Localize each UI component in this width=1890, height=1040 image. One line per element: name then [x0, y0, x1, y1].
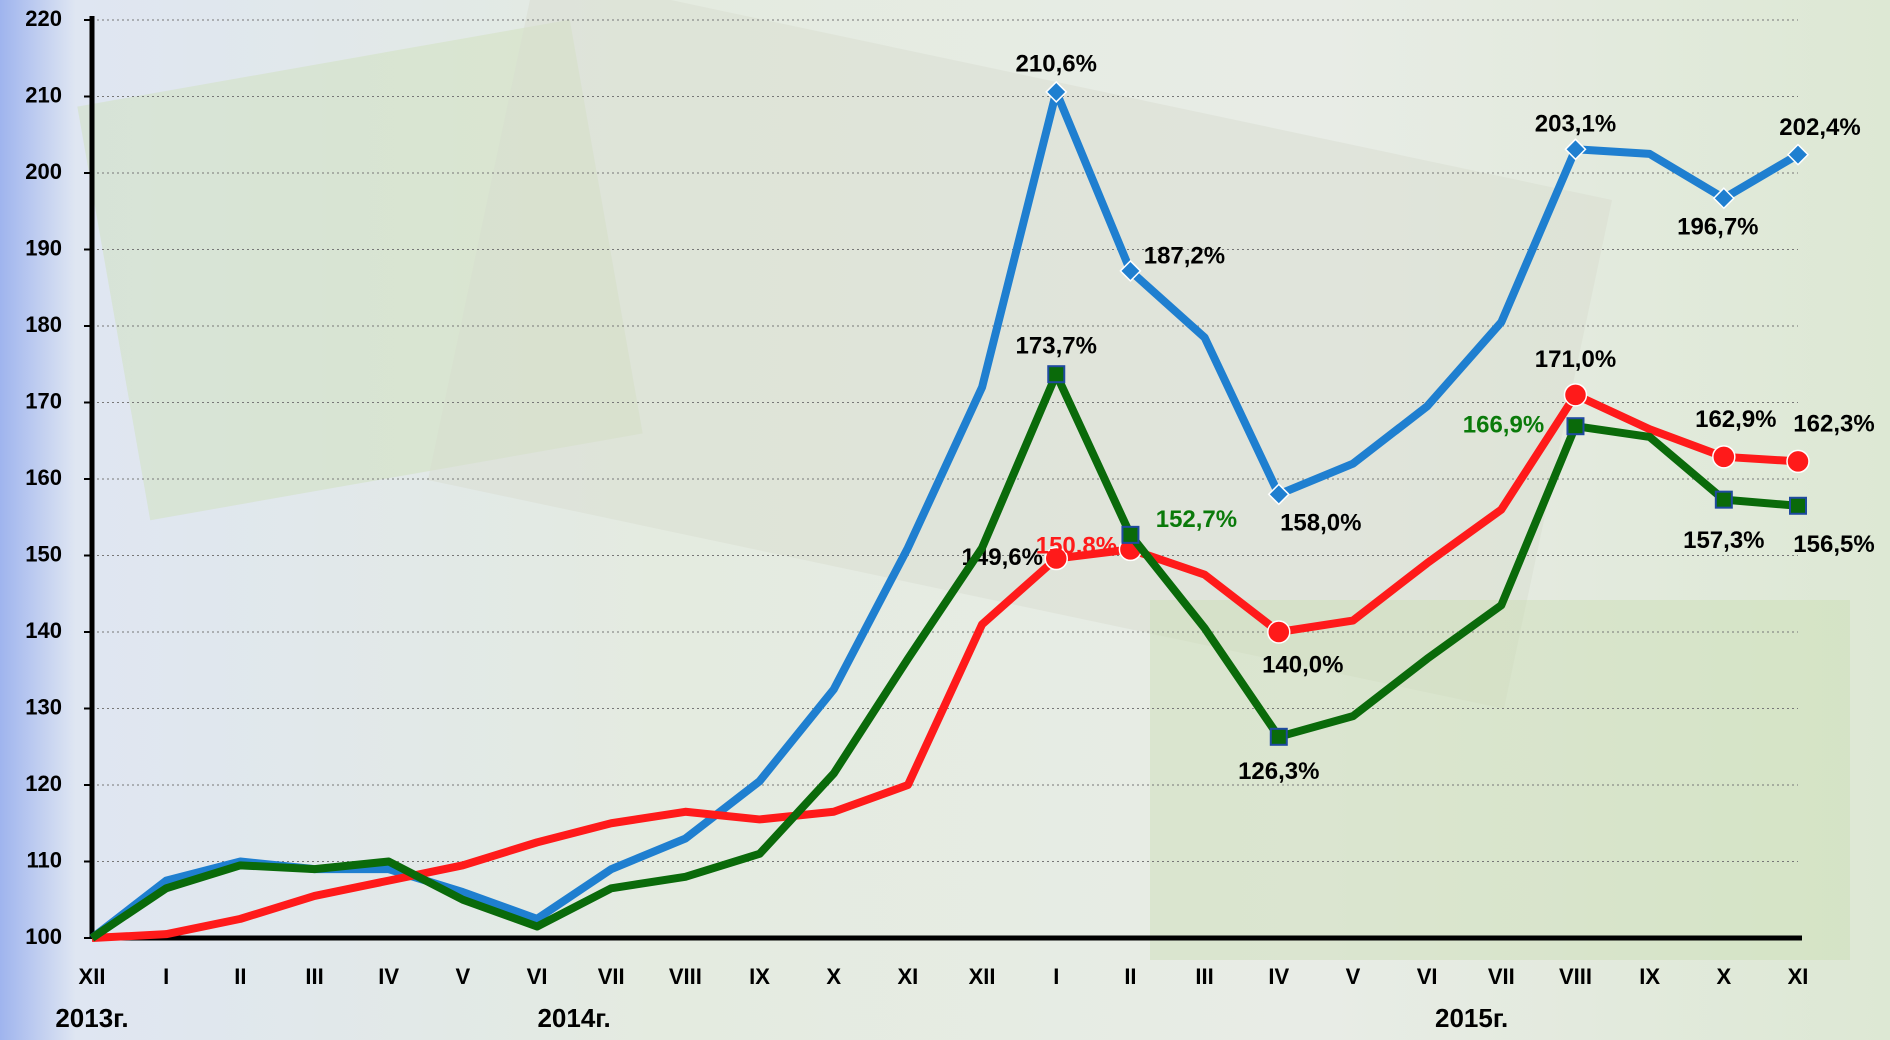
data-label: 126,3% — [1238, 758, 1319, 785]
marker — [1790, 498, 1806, 514]
x-tick-label: XI — [1788, 964, 1809, 989]
marker — [1271, 729, 1287, 745]
data-label: 196,7% — [1677, 214, 1758, 241]
y-tick-label: 180 — [25, 312, 62, 337]
marker — [1564, 384, 1586, 406]
y-tick-label: 150 — [25, 541, 62, 566]
x-tick-label: IV — [1268, 964, 1289, 989]
x-tick-label: III — [305, 964, 323, 989]
y-tick-label: 110 — [27, 847, 63, 872]
x-tick-label: II — [234, 964, 246, 989]
x-tick-label: IX — [749, 964, 770, 989]
marker — [1713, 446, 1735, 468]
data-label: 173,7% — [1016, 333, 1097, 360]
data-label: 156,5% — [1793, 531, 1874, 558]
x-tick-label: VI — [527, 964, 548, 989]
marker — [1716, 492, 1732, 508]
y-tick-label: 100 — [25, 924, 62, 949]
data-label: 202,4% — [1779, 114, 1860, 141]
data-label: 210,6% — [1016, 50, 1097, 77]
x-tick-label: V — [456, 964, 471, 989]
data-label: 162,3% — [1793, 411, 1874, 438]
x-tick-label: II — [1124, 964, 1136, 989]
x-tick-label: VIII — [1559, 964, 1592, 989]
data-label: 203,1% — [1535, 111, 1616, 138]
marker — [1567, 418, 1583, 434]
year-label: 2013г. — [55, 1003, 128, 1033]
x-tick-label: XII — [79, 964, 106, 989]
data-label: 150,8% — [1036, 533, 1117, 560]
x-tick-label: I — [1053, 964, 1059, 989]
x-tick-label: VIII — [669, 964, 702, 989]
data-label: 157,3% — [1683, 527, 1764, 554]
marker — [1048, 366, 1064, 382]
x-tick-label: X — [1716, 964, 1731, 989]
y-tick-label: 200 — [25, 159, 62, 184]
y-tick-label: 140 — [25, 618, 62, 643]
x-tick-label: I — [163, 964, 169, 989]
y-tick-label: 170 — [25, 388, 62, 413]
y-tick-label: 120 — [25, 771, 62, 796]
data-label: 171,0% — [1535, 346, 1616, 373]
data-label: 158,0% — [1280, 510, 1361, 537]
y-tick-label: 210 — [25, 82, 62, 107]
page: 100 110 120 130 140 150 160 170 180 190 200 210 220 X… — [0, 0, 1890, 1040]
marker — [1122, 527, 1138, 543]
data-label: 162,9% — [1695, 406, 1776, 433]
x-tick-label: V — [1346, 964, 1361, 989]
x-tick-label: X — [826, 964, 841, 989]
marker — [1787, 450, 1809, 472]
x-tick-label: VI — [1417, 964, 1438, 989]
chart: 100 110 120 130 140 150 160 170 180 190 200 210 220 X… — [0, 0, 1890, 1040]
x-tick-label: XI — [898, 964, 919, 989]
data-label: 140,0% — [1262, 651, 1343, 678]
x-tick-label: XII — [969, 964, 996, 989]
data-label: 166,9% — [1463, 412, 1544, 439]
year-label: 2015г. — [1435, 1003, 1508, 1033]
data-label: 187,2% — [1144, 242, 1225, 269]
x-tick-label: VII — [598, 964, 625, 989]
y-tick-label: 160 — [25, 465, 62, 490]
y-tick-label: 130 — [25, 694, 62, 719]
data-label: 152,7% — [1156, 506, 1237, 533]
x-tick-label: IV — [378, 964, 399, 989]
y-tick-label: 220 — [25, 6, 62, 31]
marker — [1268, 621, 1290, 643]
x-tick-label: III — [1195, 964, 1213, 989]
year-label: 2014г. — [537, 1003, 610, 1033]
y-tick-label: 190 — [25, 235, 62, 260]
x-tick-label: VII — [1488, 964, 1515, 989]
x-tick-label: IX — [1639, 964, 1660, 989]
